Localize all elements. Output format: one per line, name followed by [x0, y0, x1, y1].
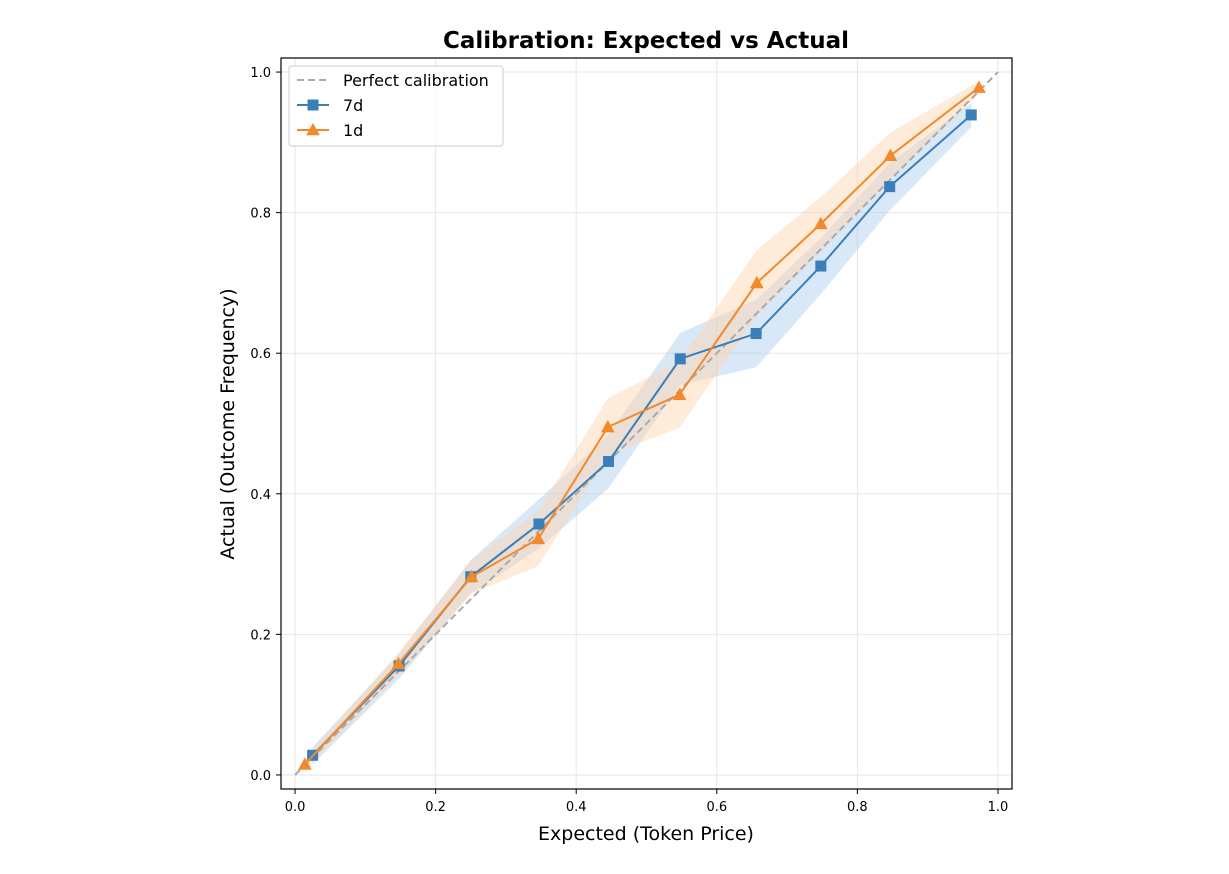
legend-marker-1d [306, 122, 320, 136]
data-point-1d-9 [972, 80, 986, 93]
y-axis-label: Actual (Outcome Frequency) [217, 288, 239, 559]
data-point-7d-7 [815, 260, 827, 272]
data-point-1d-0 [298, 757, 312, 770]
x-tick-label-0: 0.0 [285, 800, 306, 815]
series-line-1d [304, 86, 980, 766]
axis-ticks: 0.0 0.2 0.4 0.6 0.8 1.0 0.0 0.2 0.4 0.6 0.8 1.0 [250, 66, 1008, 815]
legend-label-1d: 1d [343, 121, 363, 140]
band-1d [304, 81, 979, 771]
band-7d [312, 102, 972, 765]
x-tick-label-2: 0.4 [566, 800, 587, 815]
legend-box [288, 65, 504, 147]
legend-marker-7d [307, 99, 319, 111]
x-tick-label-5: 1.0 [988, 800, 1009, 815]
y-tick-label-4: 0.8 [250, 207, 271, 222]
data-point-1d-5 [672, 387, 687, 400]
data-point-1d-6 [750, 275, 764, 289]
data-point-7d-8 [884, 181, 896, 193]
data-point-1d-3 [531, 531, 546, 545]
y-tick-label-5: 1.0 [250, 66, 271, 81]
perfect-calibration-line [294, 71, 999, 776]
data-point-7d-3 [533, 518, 545, 530]
data-point-7d-9 [965, 109, 977, 121]
legend: Perfect calibration 7d 1d [288, 65, 504, 147]
legend-label-perfect-calibration: Perfect calibration [343, 71, 489, 90]
data-point-1d-7 [813, 216, 828, 230]
data-point-7d-6 [750, 328, 762, 340]
data-point-7d-5 [674, 353, 686, 365]
x-tick-label-3: 0.6 [706, 800, 727, 815]
series-layer [298, 80, 986, 770]
data-point-7d-4 [603, 455, 615, 467]
data-point-1d-8 [883, 148, 898, 162]
data-point-1d-1 [391, 656, 406, 670]
x-axis-label: Expected (Token Price) [538, 823, 754, 845]
y-tick-label-2: 0.4 [250, 488, 271, 503]
plot-frame [280, 57, 1013, 790]
data-point-1d-4 [600, 419, 615, 433]
y-tick-label-3: 0.6 [250, 347, 271, 362]
x-tick-label-1: 0.2 [425, 800, 446, 815]
x-tick-label-4: 0.8 [847, 800, 868, 815]
reference-layer [294, 71, 999, 776]
confidence-bands [304, 81, 979, 771]
y-tick-label-1: 0.2 [250, 628, 271, 643]
legend-label-7d: 7d [343, 96, 363, 115]
y-tick-label-0: 0.0 [250, 769, 271, 784]
chart-title: Calibration: Expected vs Actual [443, 28, 849, 54]
data-point-1d-2 [464, 569, 479, 583]
